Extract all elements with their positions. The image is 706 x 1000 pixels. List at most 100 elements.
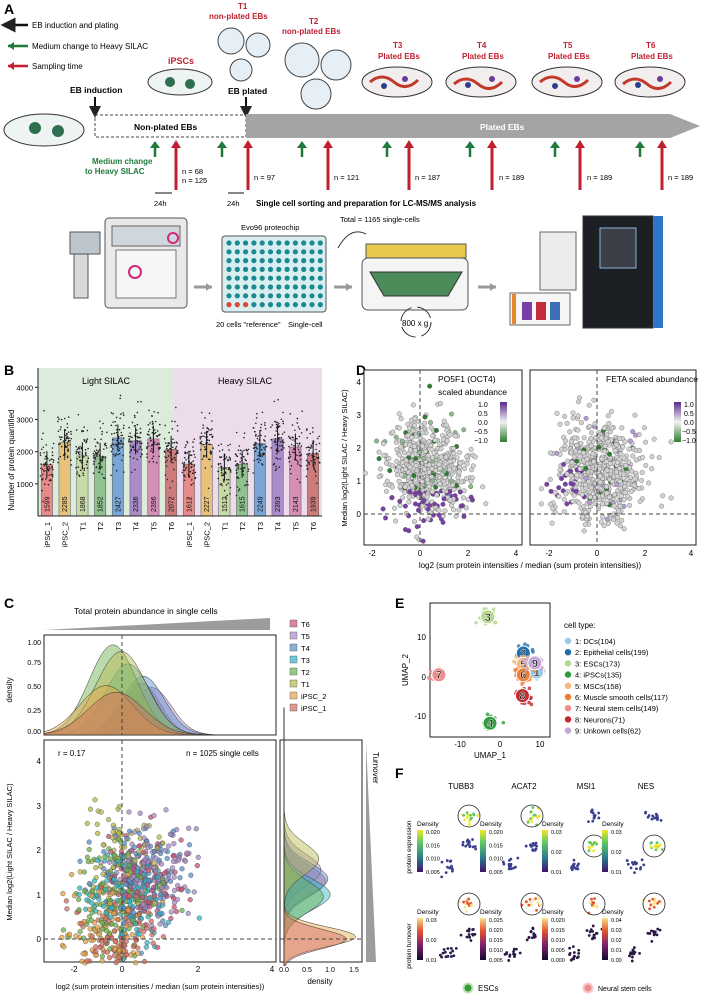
d-point — [430, 455, 436, 461]
b-point — [243, 432, 246, 434]
c-point-T1 — [98, 809, 104, 815]
c-point-T4 — [123, 881, 129, 887]
b-point — [112, 453, 115, 456]
b-point — [245, 448, 248, 451]
c-point-T3 — [89, 900, 95, 906]
abundance-wedge — [44, 618, 270, 630]
d-point — [468, 478, 474, 484]
c-point-iPSC_1 — [150, 940, 156, 946]
d-point — [459, 479, 465, 485]
b-point — [189, 450, 191, 453]
c-rdtick: 1.0 — [325, 967, 335, 974]
b-point — [43, 451, 45, 454]
f-cell-point — [595, 931, 598, 935]
c-point-T4 — [121, 840, 128, 846]
b-category-label: T4 — [274, 522, 283, 531]
c-point-iPSC_1 — [89, 933, 95, 939]
b-point — [318, 435, 320, 438]
b-point — [167, 455, 170, 457]
d-point — [587, 424, 593, 429]
legend-green-arrowhead-icon — [8, 42, 14, 50]
b-point — [212, 447, 214, 449]
umap-point — [527, 700, 531, 705]
e-legend-swatch — [564, 660, 572, 667]
d-point — [562, 438, 568, 444]
d-point — [463, 505, 469, 511]
b-point — [189, 470, 192, 473]
b-point — [229, 443, 231, 446]
c-point-T3 — [144, 940, 150, 946]
f-cell-point — [451, 868, 454, 871]
d-point — [403, 510, 409, 516]
colony-icon — [165, 77, 175, 87]
b-category-label: T2 — [96, 522, 105, 531]
b-point — [290, 472, 292, 475]
d-point — [568, 473, 574, 479]
b-point — [217, 462, 220, 465]
b-point — [47, 469, 50, 472]
b-point — [316, 437, 319, 440]
b-point — [132, 445, 135, 447]
single-cell-well — [301, 275, 307, 281]
b-point — [190, 454, 193, 456]
f-cell-point — [452, 954, 456, 958]
c-point-T2 — [102, 854, 108, 860]
c-legend-label: iPSC_2 — [301, 692, 326, 701]
b-point — [51, 475, 54, 478]
d-point — [643, 462, 649, 468]
d-ytick: 2 — [357, 444, 362, 453]
eb-sphere — [229, 58, 253, 82]
d-point — [427, 420, 433, 426]
b-point — [275, 421, 277, 423]
reference-well — [226, 302, 232, 308]
panel-b-label: B — [4, 362, 14, 378]
d-point — [600, 514, 606, 520]
b-point — [43, 463, 45, 465]
b-point — [132, 457, 135, 459]
c-point-iPSC_1 — [111, 928, 118, 934]
b-value-label: 1868 — [80, 496, 87, 512]
d-point — [483, 501, 489, 507]
b-point — [203, 435, 205, 438]
f-cell-point — [507, 959, 511, 962]
b-point — [51, 458, 53, 461]
d-point — [451, 450, 457, 456]
b-point — [317, 457, 320, 459]
c-ytick: 0 — [37, 935, 42, 944]
c-legend-swatch — [289, 703, 298, 712]
c-point-iPSC_2 — [91, 920, 97, 926]
b-point — [82, 472, 84, 474]
c-point-T6 — [162, 870, 168, 876]
b-point — [41, 489, 43, 492]
b-value-label: 2227 — [204, 496, 211, 512]
d-point — [447, 459, 453, 465]
c-point-T6 — [146, 899, 152, 905]
c-point-T2 — [118, 927, 124, 933]
b-point — [280, 418, 283, 421]
f-scale-label: 0.020 — [489, 928, 503, 934]
d-point — [538, 501, 544, 507]
b-point — [234, 464, 237, 467]
d-point — [611, 503, 617, 509]
d-point — [394, 447, 400, 453]
b-point — [42, 446, 45, 449]
d-point — [604, 516, 610, 522]
c-legend-label: T6 — [301, 620, 310, 629]
f-cell-point — [514, 947, 518, 951]
e-legend-swatch — [564, 671, 572, 678]
f-scale-label: 0.015 — [551, 928, 565, 934]
c-point-T5 — [126, 809, 132, 815]
c-point-T6 — [187, 897, 193, 903]
d-point — [376, 456, 382, 462]
c-legend-label: T3 — [301, 656, 310, 665]
b-point — [66, 426, 69, 429]
b-point — [66, 455, 69, 457]
f-cell-point — [530, 820, 534, 823]
b-point — [277, 433, 280, 436]
d-point — [480, 484, 486, 490]
plated-bar-arrow — [246, 114, 700, 138]
b-point — [122, 412, 124, 414]
b-point — [292, 451, 294, 454]
d-point — [604, 500, 610, 506]
d-point — [574, 442, 580, 448]
